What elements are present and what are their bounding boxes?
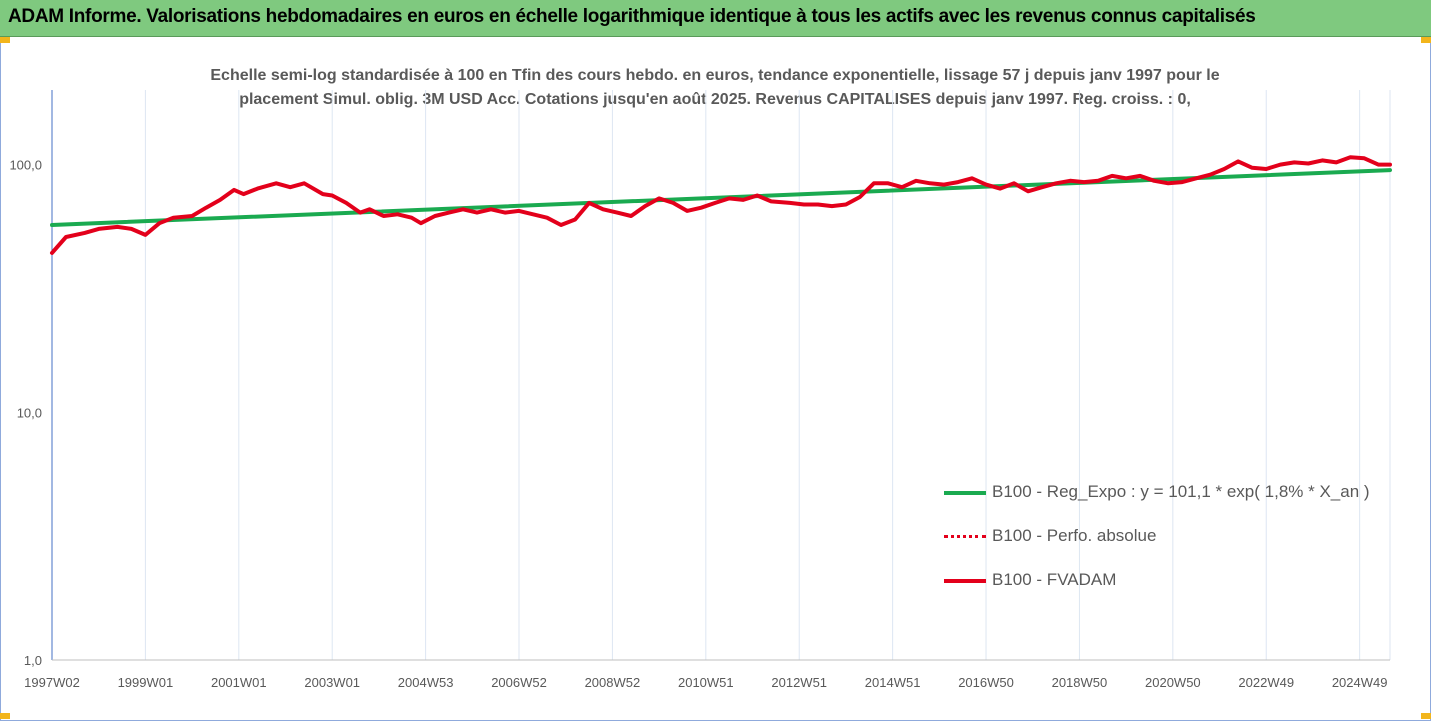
x-tick-label: 2006W52 bbox=[491, 675, 547, 690]
axis-layer: 1997W02 1999W01 2001W01 2003W01 2004W53 2006W… bbox=[9, 90, 1390, 690]
y-tick-label: 100,0 bbox=[9, 158, 42, 173]
grid-layer bbox=[51, 90, 1391, 660]
x-tick-label: 2014W51 bbox=[865, 675, 921, 690]
trend-line bbox=[50, 168, 1392, 227]
legend-label-trend: B100 - Reg_Expo : y = 101,1 * exp( 1,8% … bbox=[992, 482, 1370, 501]
x-tick-label: 2010W51 bbox=[678, 675, 734, 690]
corner-marker-bottom-left bbox=[0, 713, 10, 719]
corner-marker-top-right bbox=[1421, 37, 1431, 43]
chart-title-line-2: placement Simul. oblig. 3M USD Acc. Cota… bbox=[239, 91, 1191, 108]
x-tick-label: 2016W50 bbox=[958, 675, 1014, 690]
x-tick-label: 2012W51 bbox=[771, 675, 827, 690]
x-tick-label: 2004W53 bbox=[398, 675, 454, 690]
legend-label-perfo: B100 - Perfo. absolue bbox=[992, 526, 1157, 545]
x-tick-label: 2020W50 bbox=[1145, 675, 1201, 690]
legend-swatch-fvadam bbox=[944, 579, 986, 583]
corner-marker-top-left bbox=[0, 37, 10, 43]
y-tick-label: 10,0 bbox=[17, 405, 42, 420]
y-tick-label: 1,0 bbox=[24, 653, 42, 668]
x-tick-label: 2008W52 bbox=[585, 675, 641, 690]
x-tick-label: 2003W01 bbox=[304, 675, 360, 690]
header-banner: ADAM Informe. Valorisations hebdomadaire… bbox=[0, 0, 1431, 37]
x-tick-label: 1997W02 bbox=[24, 675, 80, 690]
chart-subtitle: Echelle semi-log standardisée à 100 en T… bbox=[150, 64, 1280, 112]
fvadam-line bbox=[50, 155, 1392, 255]
chart-title-line-1: Echelle semi-log standardisée à 100 en T… bbox=[210, 67, 1220, 84]
banner-title: ADAM Informe. Valorisations hebdomadaire… bbox=[8, 6, 1256, 27]
x-tick-label: 2018W50 bbox=[1052, 675, 1108, 690]
x-tick-label: 2001W01 bbox=[211, 675, 267, 690]
series-layer bbox=[50, 155, 1392, 255]
legend-label-fvadam: B100 - FVADAM bbox=[992, 570, 1117, 589]
corner-marker-bottom-right bbox=[1421, 713, 1431, 719]
x-tick-label: 2022W49 bbox=[1238, 675, 1294, 690]
legend-swatch-trend bbox=[944, 491, 986, 495]
legend-swatch-perfo bbox=[944, 535, 986, 538]
x-tick-label: 2024W49 bbox=[1332, 675, 1388, 690]
x-tick-label: 1999W01 bbox=[118, 675, 174, 690]
